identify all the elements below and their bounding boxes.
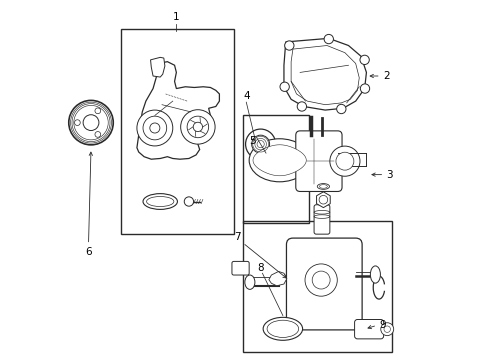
Circle shape [360,84,369,93]
Polygon shape [252,145,305,176]
Polygon shape [150,57,164,77]
Ellipse shape [244,275,254,289]
Circle shape [69,100,113,145]
FancyBboxPatch shape [231,261,249,275]
Circle shape [142,116,166,140]
Ellipse shape [266,320,298,337]
Circle shape [193,122,202,132]
Ellipse shape [263,318,302,340]
FancyBboxPatch shape [313,205,329,234]
Circle shape [83,115,99,131]
Text: 1: 1 [173,12,179,22]
FancyBboxPatch shape [295,131,341,192]
Circle shape [95,108,101,114]
Circle shape [149,123,160,133]
Bar [242,116,308,223]
Bar [242,221,391,352]
Ellipse shape [249,139,309,182]
Circle shape [95,131,101,137]
Circle shape [297,102,306,111]
Polygon shape [316,192,329,208]
Circle shape [336,104,346,114]
Ellipse shape [142,194,177,210]
Circle shape [383,326,389,332]
Circle shape [335,152,353,170]
Ellipse shape [146,197,174,207]
Circle shape [305,264,337,296]
Circle shape [180,110,215,144]
Polygon shape [284,39,366,110]
Circle shape [380,323,393,336]
Polygon shape [137,62,219,159]
Text: 3: 3 [386,170,392,180]
Ellipse shape [369,266,380,283]
Text: 8: 8 [257,263,264,273]
Circle shape [74,120,80,126]
Ellipse shape [317,184,329,189]
Polygon shape [290,45,359,105]
Polygon shape [268,271,286,286]
Bar [121,30,233,234]
Circle shape [187,116,208,138]
Circle shape [311,271,329,289]
Text: 9: 9 [379,320,385,330]
Circle shape [280,82,289,91]
Ellipse shape [319,185,326,188]
Circle shape [251,135,269,153]
Text: 4: 4 [243,91,249,101]
Text: 7: 7 [234,232,240,242]
FancyBboxPatch shape [286,238,362,330]
Circle shape [319,195,327,204]
Circle shape [324,35,333,44]
Circle shape [184,197,193,206]
Circle shape [284,41,293,50]
Text: 2: 2 [382,71,388,81]
Circle shape [245,129,275,159]
Circle shape [137,110,172,146]
Text: 5: 5 [248,136,255,145]
Text: 6: 6 [85,247,92,257]
FancyBboxPatch shape [354,319,383,339]
Circle shape [359,55,368,64]
Circle shape [329,146,359,176]
